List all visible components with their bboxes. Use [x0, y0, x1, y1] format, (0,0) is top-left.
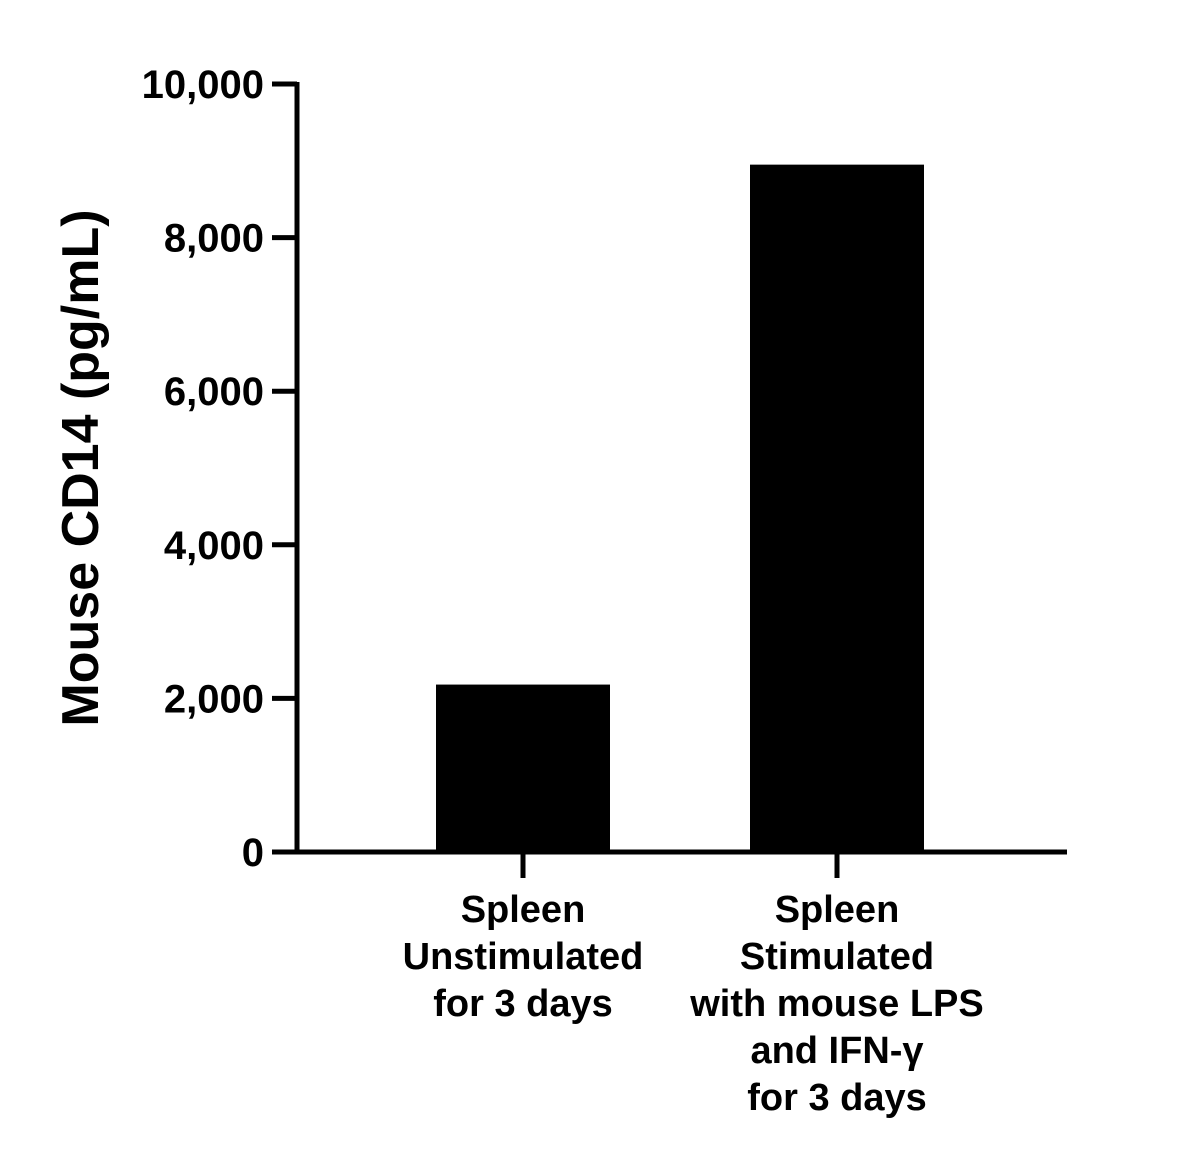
x-category-label: Spleen Stimulated with mouse LPS and IFN-γ f…: [689, 889, 983, 1119]
y-tick-label: 4,000: [164, 524, 264, 568]
y-tick-label: 0: [242, 831, 264, 875]
y-tick-label: 6,000: [164, 370, 264, 414]
bars: [436, 164, 924, 852]
y-axis: 0 2,000 4,000 6,000 8,000 10,000: [142, 63, 300, 875]
x-category-label: Spleen Unstimulated for 3 days: [403, 889, 644, 1025]
y-tick-label: 10,000: [142, 63, 264, 107]
bar: [750, 164, 924, 852]
y-tick-label: 8,000: [164, 217, 264, 261]
y-axis-title: Mouse CD14 (pg/mL): [52, 209, 110, 726]
x-category-label-line: for 3 days: [433, 983, 613, 1025]
bar: [436, 684, 610, 852]
x-category-label-line: and IFN-γ: [750, 1030, 923, 1072]
y-tick-label: 2,000: [164, 677, 264, 721]
x-category-label-line: with mouse LPS: [689, 983, 983, 1025]
x-category-label-line: Stimulated: [740, 936, 934, 978]
x-category-label-line: for 3 days: [747, 1077, 927, 1119]
x-category-label-line: Unstimulated: [403, 936, 644, 978]
x-axis: Spleen Unstimulated for 3 days Spleen Stimul…: [272, 849, 1067, 1119]
x-category-label-line: Spleen: [775, 889, 900, 931]
x-category-label-line: Spleen: [461, 889, 586, 931]
